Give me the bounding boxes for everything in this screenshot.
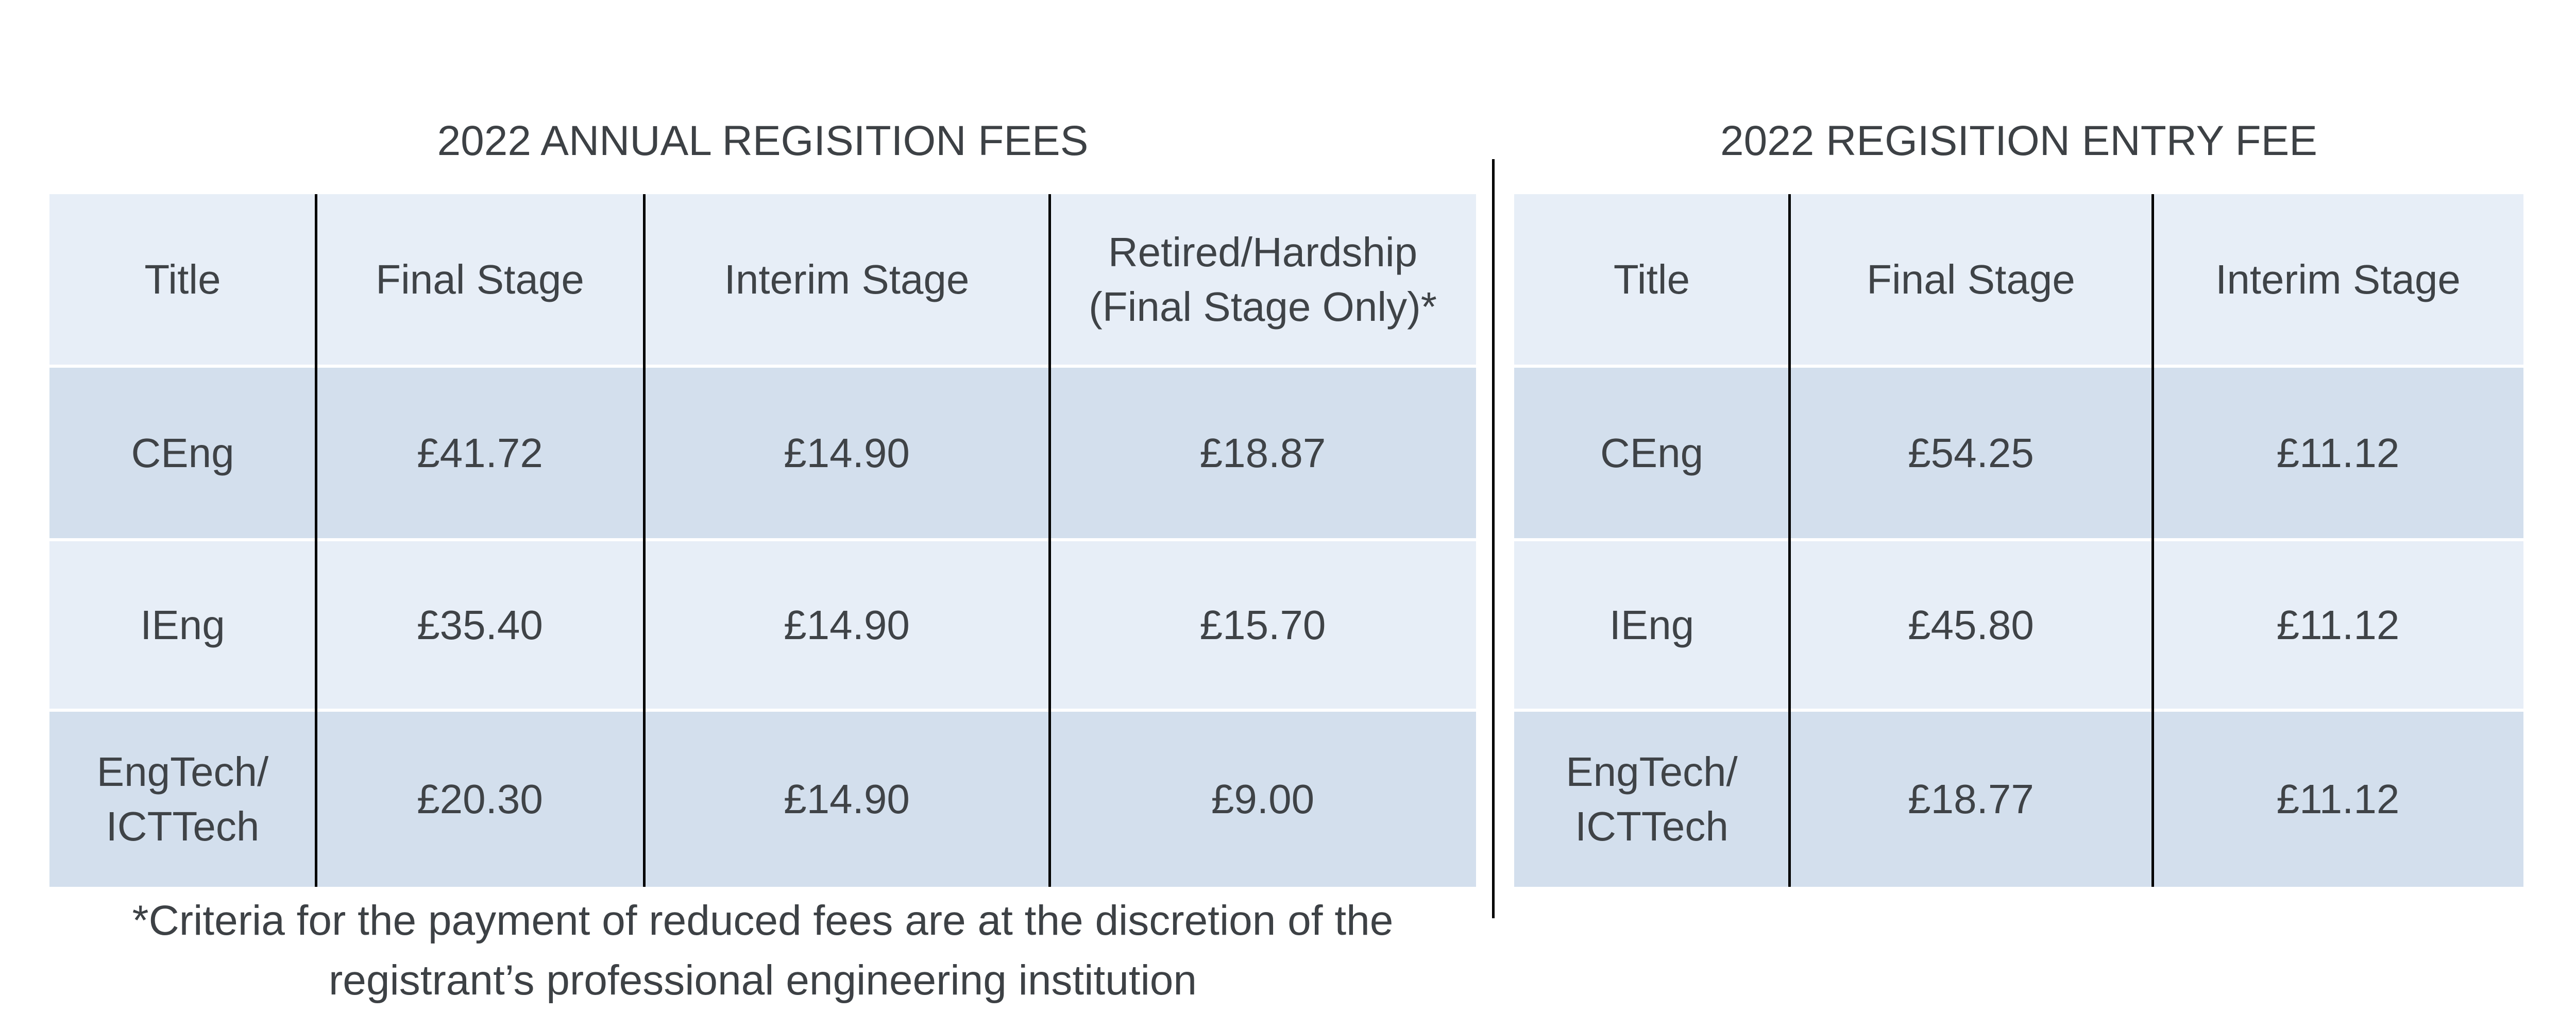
column-divider-line [1048,194,1051,887]
fee-value: £11.12 [2153,541,2523,709]
header-cell-final-stage: Final Stage [316,194,644,365]
row-label-ceng: CEng [49,368,316,538]
row-label-ceng: CEng [1514,368,1789,538]
header-cell-retired-hardship: Retired/Hardship (Final Stage Only)* [1049,194,1476,365]
column-divider-line [643,194,646,887]
header-cell-title: Title [49,194,316,365]
fee-value: £15.70 [1049,541,1476,709]
fee-value: £14.90 [644,541,1049,709]
fee-value: £11.12 [2153,368,2523,538]
fee-value: £20.30 [316,712,644,887]
header-cell-interim-stage: Interim Stage [2153,194,2523,365]
row-label-engtech-icttech: EngTech/ ICTTech [49,712,316,887]
column-divider-line [1788,194,1791,887]
fee-value: £54.25 [1789,368,2153,538]
header-cell-final-stage: Final Stage [1789,194,2153,365]
fee-value: £11.12 [2153,712,2523,887]
row-label-ieng: IEng [49,541,316,709]
annual-fees-table: Title Final Stage Interim Stage Retired/… [49,194,1476,887]
row-label-ieng: IEng [1514,541,1789,709]
annual-fees-title: 2022 ANNUAL REGISITION FEES [437,117,1089,164]
column-divider-line [315,194,317,887]
fee-value: £41.72 [316,368,644,538]
entry-fee-table: Title Final Stage Interim Stage CEng £54… [1514,194,2523,887]
fee-value: £14.90 [644,368,1049,538]
entry-fee-title: 2022 REGISITION ENTRY FEE [1720,117,2317,164]
fee-value: £18.77 [1789,712,2153,887]
fee-value: £14.90 [644,712,1049,887]
fee-value: £35.40 [316,541,644,709]
fee-value: £18.87 [1049,368,1476,538]
reduced-fees-footnote: *Criteria for the payment of reduced fee… [132,897,1394,1004]
tables-separator-line [1492,159,1495,918]
row-label-engtech-icttech: EngTech/ ICTTech [1514,712,1789,887]
column-divider-line [2151,194,2154,887]
header-cell-title: Title [1514,194,1789,365]
header-cell-interim-stage: Interim Stage [644,194,1049,365]
fee-value: £9.00 [1049,712,1476,887]
fee-value: £45.80 [1789,541,2153,709]
